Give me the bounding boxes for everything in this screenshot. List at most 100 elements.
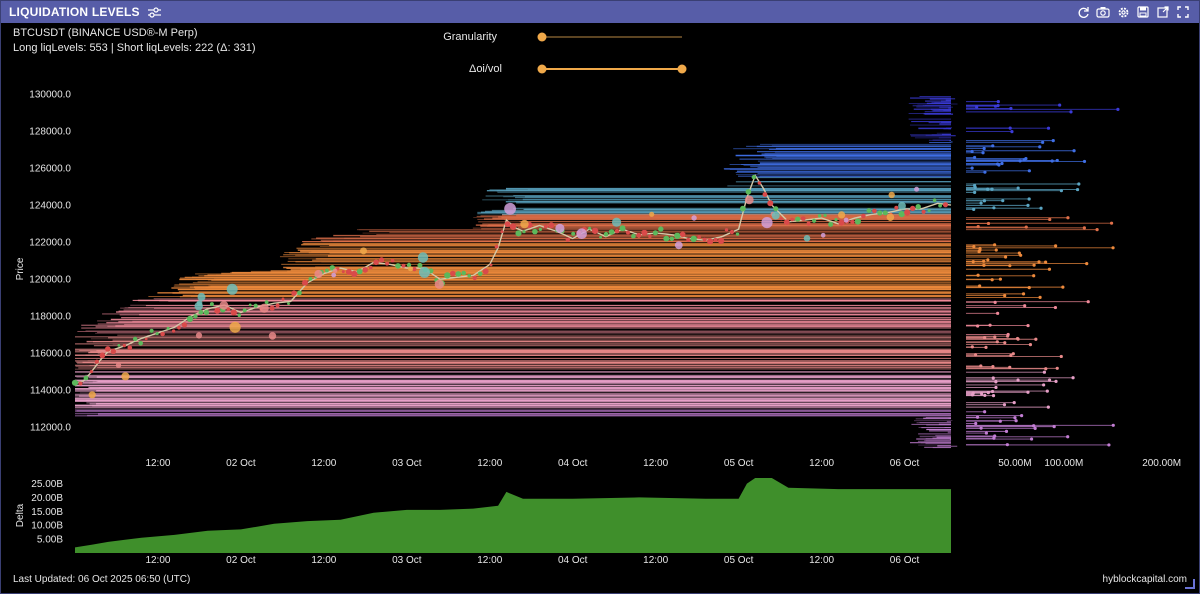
candle-point <box>697 235 701 239</box>
granularity-slider-handle[interactable] <box>537 32 547 42</box>
profile-bar-end <box>981 151 985 155</box>
price-tick-label: 128000.0 <box>29 127 71 138</box>
profile-bar-end <box>1042 370 1047 374</box>
profile-bar-end <box>1008 264 1012 268</box>
profile-bar-end <box>1047 378 1052 382</box>
profile-bar-end <box>1012 401 1016 405</box>
candle-point <box>345 268 352 275</box>
candle-point <box>543 224 548 229</box>
resize-handle-icon[interactable] <box>1185 579 1195 589</box>
profile-bar-end <box>1024 156 1028 161</box>
profile-tick-label: 200.00M <box>1142 458 1181 469</box>
candle-point <box>591 227 599 234</box>
profile-bar-end <box>995 162 1000 166</box>
candle-point <box>467 274 472 278</box>
profile-bar-end <box>1044 367 1048 371</box>
candle-point <box>177 325 181 330</box>
oivol-slider-min-handle[interactable] <box>537 64 547 74</box>
candle-point <box>773 206 779 212</box>
candle-point <box>99 352 106 359</box>
candle-point <box>226 307 231 311</box>
candle-point <box>412 267 417 272</box>
profile-bar-end <box>998 419 1002 423</box>
profile-bar-end <box>1055 158 1059 163</box>
oivol-slider-max-handle[interactable] <box>677 64 687 74</box>
profile-bar-end <box>1075 187 1080 192</box>
candle-point <box>942 202 949 208</box>
profile-bar-end <box>1014 419 1018 423</box>
liquidation-bubble <box>88 391 96 399</box>
candle-point <box>872 208 877 214</box>
candle-point <box>287 302 290 305</box>
candle-point <box>904 209 911 216</box>
delta-time-tick-label: 12:00 <box>311 555 336 566</box>
delta-chart: Delta 25.00B 20.00B 15.00B 10.00B 5.00B 12:00 0… <box>15 478 951 566</box>
profile-bar-end <box>1109 221 1114 225</box>
profile-bar-end <box>1071 376 1075 380</box>
candle-point <box>932 198 937 202</box>
profile-bar-end <box>1016 378 1020 382</box>
candle-point <box>915 204 921 210</box>
candle-point <box>477 271 483 277</box>
profile-bar-end <box>1107 443 1111 447</box>
liquidation-bubble <box>838 211 846 219</box>
candle-point <box>619 225 626 232</box>
sliders-icon[interactable] <box>148 5 162 19</box>
profile-bar-end <box>1059 354 1063 359</box>
candle-point <box>790 217 794 222</box>
liquidation-bubble <box>219 300 229 310</box>
liquidation-bubble <box>408 266 413 272</box>
profile-bar-end <box>970 166 974 170</box>
profile-tick-label: 100.00M <box>1044 458 1083 469</box>
profile-bar-end <box>1003 255 1008 259</box>
candle-point <box>390 258 395 263</box>
refresh-icon[interactable] <box>1075 4 1091 20</box>
candle-point <box>588 226 592 230</box>
price-line <box>74 173 952 384</box>
candle-point <box>281 297 285 301</box>
candle-point <box>504 221 511 228</box>
candle-point <box>571 231 576 236</box>
candle-point <box>127 345 133 351</box>
time-tick-label: 12:00 <box>311 458 336 469</box>
settings-icon[interactable] <box>1115 4 1131 20</box>
profile-bar-end <box>1111 423 1115 427</box>
candle-point <box>193 314 198 319</box>
liquidation-bubble <box>196 300 203 306</box>
candle-point <box>532 228 538 235</box>
candle-point <box>341 270 345 274</box>
candle-point <box>500 230 504 234</box>
liquidation-bubble <box>417 252 429 263</box>
liquidation-bubble <box>914 186 920 192</box>
candle-point <box>729 229 735 235</box>
price-axis-label: Price <box>15 257 26 280</box>
time-tick-label: 12:00 <box>145 458 170 469</box>
candle-point <box>757 181 762 185</box>
candle-point <box>718 237 725 244</box>
profile-bar-end <box>982 199 987 203</box>
external-link-icon[interactable] <box>1155 4 1171 20</box>
candle-point <box>599 235 602 239</box>
candle-point <box>927 209 931 213</box>
candle-point <box>702 237 707 242</box>
candle-point <box>800 216 806 222</box>
profile-bar-end <box>973 184 977 188</box>
brand-link[interactable]: hyblockcapital.com <box>1102 574 1187 585</box>
expand-icon[interactable] <box>1175 4 1191 20</box>
save-icon[interactable] <box>1135 4 1151 20</box>
candle-point <box>834 218 838 222</box>
profile-bar-end <box>1023 304 1027 308</box>
profile-bar-end <box>1032 263 1036 267</box>
profile-bar-end <box>1055 366 1059 370</box>
profile-bar-end <box>996 311 1000 315</box>
price-tick-label: 114000.0 <box>30 386 71 397</box>
delta-time-tick-label: 02 Oct <box>226 555 256 566</box>
profile-bar-end <box>1069 110 1073 114</box>
profile-bar-end <box>983 335 987 340</box>
camera-icon[interactable] <box>1095 4 1111 20</box>
time-tick-label: 06 Oct <box>890 458 920 469</box>
profile-bar-end <box>979 426 983 430</box>
profile-bar-end <box>1005 443 1009 447</box>
profile-bar-end <box>1054 379 1058 383</box>
